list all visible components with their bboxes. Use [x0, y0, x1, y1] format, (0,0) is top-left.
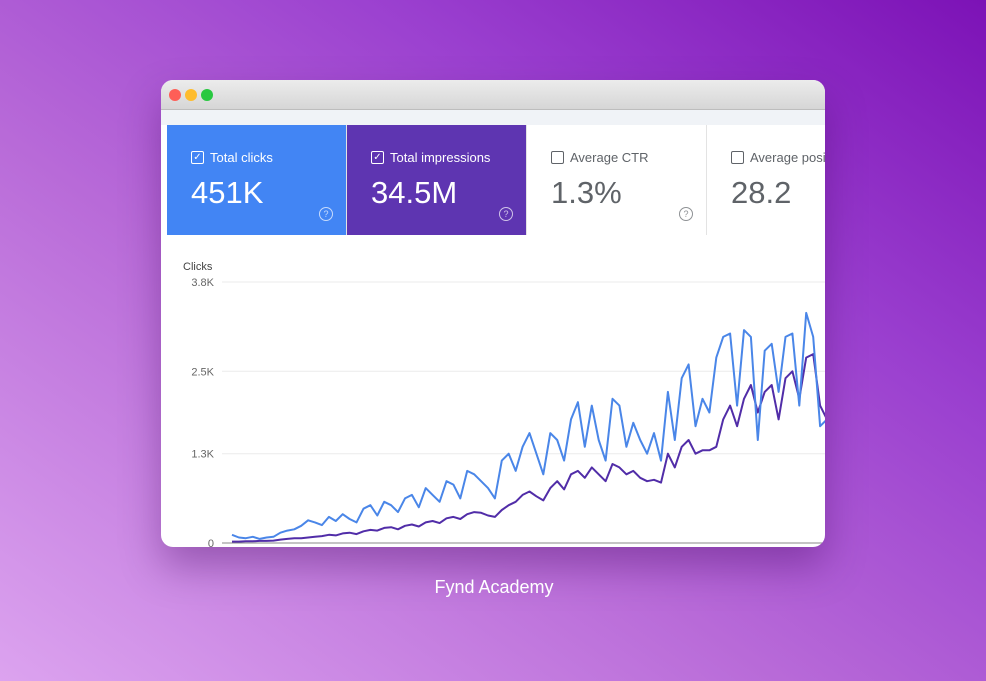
metric-card-2[interactable]: Average CTR 1.3% ? — [527, 125, 707, 235]
minimize-window-button[interactable] — [185, 89, 197, 101]
metric-label: Average posi — [731, 150, 825, 165]
metric-value: 34.5M — [371, 175, 458, 210]
series-line-total-clicks — [231, 311, 825, 540]
close-window-button[interactable] — [169, 89, 181, 101]
performance-chart: Clicks 0 1.3K 2.5K 3.8K — [183, 261, 825, 547]
metric-value: 28.2 — [731, 175, 792, 210]
metric-card-1[interactable]: ✓ Total impressions 34.5M ? — [347, 125, 527, 235]
metric-card-3[interactable]: Average posi 28.2 — [707, 125, 825, 235]
y-axis-label: Clicks — [183, 261, 213, 273]
metric-cards: ✓ Total clicks 451K ? ✓ Total impressions 3… — [167, 125, 825, 235]
checkbox[interactable] — [551, 151, 564, 164]
metric-label: ✓ Total impressions — [371, 150, 490, 165]
metric-label: ✓ Total clicks — [191, 150, 273, 165]
series-line-total-impressions — [232, 353, 825, 543]
metric-value: 1.3% — [551, 175, 622, 210]
maximize-window-button[interactable] — [201, 89, 213, 101]
metric-label-text: Average CTR — [570, 150, 649, 165]
metric-label: Average CTR — [551, 150, 649, 165]
help-icon[interactable]: ? — [319, 207, 333, 221]
metric-label-text: Total impressions — [390, 150, 491, 165]
y-tick-label: 3.8K — [191, 277, 214, 289]
metric-label-text: Total clicks — [210, 150, 273, 165]
metric-card-0[interactable]: ✓ Total clicks 451K ? — [167, 125, 347, 235]
help-icon[interactable]: ? — [499, 207, 513, 221]
caption: Fynd Academy — [434, 577, 554, 597]
y-tick-label: 1.3K — [191, 449, 214, 461]
browser-window: ✓ Total clicks 451K ? ✓ Total impressions 3… — [161, 80, 825, 547]
checkbox[interactable] — [731, 151, 744, 164]
toolbar-band — [161, 110, 825, 125]
check-icon: ✓ — [193, 151, 202, 163]
help-icon[interactable]: ? — [679, 207, 693, 221]
title-bar — [161, 80, 825, 110]
checkbox[interactable]: ✓ — [371, 151, 384, 164]
checkbox[interactable]: ✓ — [191, 151, 204, 164]
y-tick-label: 0 — [208, 538, 214, 547]
check-icon: ✓ — [373, 151, 382, 163]
metric-label-text: Average posi — [750, 150, 825, 165]
y-tick-label: 2.5K — [191, 366, 214, 378]
metric-value: 451K — [191, 175, 264, 210]
